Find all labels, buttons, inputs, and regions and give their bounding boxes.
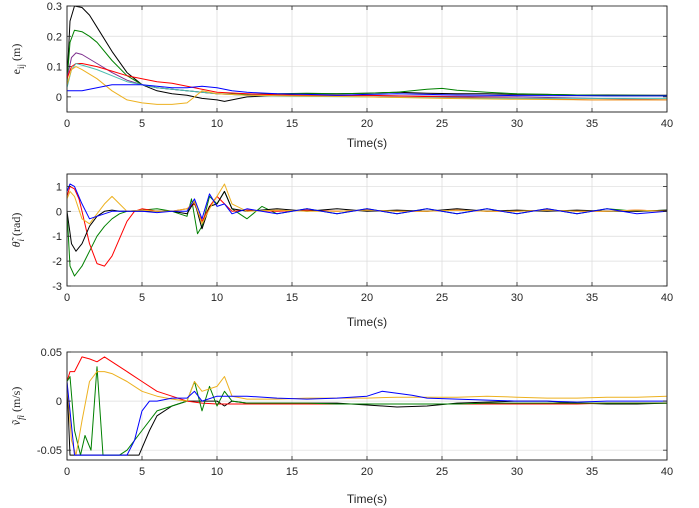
x-tick-label: 35 — [586, 118, 598, 130]
x-tick-label: 0 — [64, 466, 70, 478]
y-axis-label: θ̃i (rad) — [9, 213, 26, 248]
y-tick-label: 0 — [56, 396, 62, 408]
x-tick-label: 10 — [211, 118, 223, 130]
x-tick-label: 20 — [361, 292, 373, 304]
series-line-black — [67, 6, 667, 102]
series-line-orange — [67, 183, 667, 225]
x-tick-label: 30 — [511, 466, 523, 478]
series-line-blue — [67, 381, 667, 456]
y-axis-label: ṽfi (m/s) — [9, 387, 26, 426]
series-line-blue — [67, 84, 667, 97]
x-tick-label: 30 — [511, 292, 523, 304]
y-tick-label: 0 — [56, 92, 62, 104]
series-group — [67, 183, 667, 277]
series-line-green — [67, 29, 667, 97]
y-tick-label: 0 — [56, 206, 62, 218]
y-tick-label: -2 — [52, 256, 62, 268]
x-tick-label: 15 — [286, 466, 298, 478]
x-tick-label: 25 — [436, 466, 448, 478]
y-axis-label: eij (m) — [9, 44, 26, 75]
series-group — [67, 6, 667, 105]
y-tick-label: -0.05 — [37, 445, 62, 457]
x-tick-label: 35 — [586, 292, 598, 304]
x-tick-label: 20 — [361, 466, 373, 478]
x-tick-label: 25 — [436, 118, 448, 130]
x-tick-label: 40 — [661, 466, 673, 478]
series-line-blue — [67, 183, 667, 220]
series-line-red — [67, 63, 667, 101]
series-line-orange — [67, 371, 667, 456]
y-tick-label: -1 — [52, 231, 62, 243]
x-tick-label: 40 — [661, 292, 673, 304]
x-tick-label: 5 — [139, 466, 145, 478]
x-tick-label: 30 — [511, 118, 523, 130]
y-tick-label: 0.2 — [47, 31, 62, 43]
x-tick-label: 0 — [64, 118, 70, 130]
x-tick-label: 35 — [586, 466, 598, 478]
x-tick-label: 5 — [139, 292, 145, 304]
x-axis-label: Time(s) — [347, 492, 387, 506]
y-tick-label: -3 — [52, 281, 62, 293]
x-tick-label: 10 — [211, 466, 223, 478]
x-tick-label: 0 — [64, 292, 70, 304]
x-axis-label: Time(s) — [347, 136, 387, 150]
x-tick-label: 40 — [661, 118, 673, 130]
series-line-orange — [67, 66, 667, 105]
series-line-teal — [67, 63, 667, 99]
plot-panel-1: 0 5 10 15 20 25 30 35 40 0 0.1 0.2 0.3 Time(s) eij (m) — [9, 1, 673, 150]
y-tick-label: 0.1 — [47, 62, 62, 74]
y-tick-label: 0.3 — [47, 1, 62, 13]
series-group — [67, 356, 667, 456]
x-tick-label: 20 — [361, 118, 373, 130]
y-tick-label: 1 — [56, 181, 62, 193]
x-tick-label: 5 — [139, 118, 145, 130]
y-tick-label: 0.05 — [41, 347, 62, 359]
x-tick-label: 10 — [211, 292, 223, 304]
series-line-red — [67, 356, 667, 405]
x-axis-label: Time(s) — [347, 315, 387, 329]
plot-panel-2: 0 5 10 15 20 25 30 35 40 -3 -2 -1 0 1 Time(s) θ̃i (rad) — [9, 173, 673, 329]
series-line-green — [67, 366, 667, 456]
x-tick-label: 25 — [436, 292, 448, 304]
x-tick-label: 15 — [286, 292, 298, 304]
x-tick-label: 15 — [286, 118, 298, 130]
